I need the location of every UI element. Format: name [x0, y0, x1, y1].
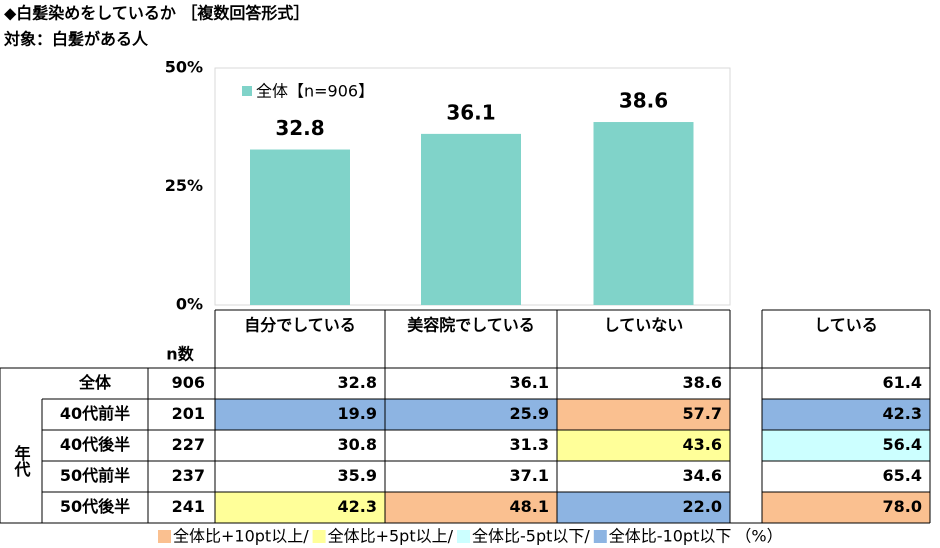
cell-value: 35.9	[338, 466, 377, 485]
cell-value: 31.3	[510, 435, 549, 454]
cell-highlight	[762, 399, 930, 430]
cell-value: 42.3	[883, 404, 922, 423]
cell-highlight	[762, 430, 930, 461]
cell-value: 43.6	[683, 435, 722, 454]
unit-label: （%）	[735, 527, 782, 546]
row-label: 全体	[78, 373, 112, 392]
n-value: 237	[172, 466, 205, 485]
data-label: 36.1	[446, 100, 495, 124]
cell-highlight	[557, 492, 730, 523]
cell-value: 65.4	[883, 466, 922, 485]
cell-value: 25.9	[510, 404, 549, 423]
cell-value: 78.0	[883, 497, 922, 516]
cell-value: 37.1	[510, 466, 549, 485]
cell-highlight	[385, 492, 557, 523]
bar	[593, 122, 694, 305]
n-value: 227	[172, 435, 205, 454]
legend-label: 全体比-10pt以下	[609, 527, 732, 546]
cell-value: 22.0	[683, 497, 722, 516]
cell-highlight	[557, 430, 730, 461]
cell-value: 61.4	[883, 373, 922, 392]
data-label: 38.6	[619, 89, 668, 113]
column-header: している	[814, 316, 878, 335]
cell-value: 32.8	[338, 373, 377, 392]
cell-value: 42.3	[338, 497, 377, 516]
legend-swatch	[593, 530, 607, 543]
legend-swatch	[457, 530, 471, 543]
column-header: していない	[604, 316, 684, 335]
legend-label: 全体比+5pt以上/	[328, 527, 454, 546]
legend-label: 全体【n=906】	[256, 82, 374, 101]
row-label: 50代前半	[60, 466, 130, 485]
column-header: 自分でしている	[244, 316, 356, 335]
cell-highlight	[557, 399, 730, 430]
subtitle: 対象：白髪がある人	[3, 30, 149, 49]
bar	[421, 133, 521, 305]
cell-value: 56.4	[883, 435, 922, 454]
cell-value: 48.1	[510, 497, 549, 516]
legend-swatch	[312, 530, 326, 543]
legend-swatch	[158, 530, 171, 543]
data-label: 32.8	[275, 116, 324, 140]
title: ◆白髪染めをしているか ［複数回答形式］	[4, 4, 309, 23]
legend-label: 全体比-5pt以下/	[472, 527, 590, 546]
cell-value: 36.1	[510, 373, 549, 392]
y-tick-label: 25%	[165, 176, 203, 195]
row-label: 40代後半	[60, 435, 130, 454]
cell-highlight	[215, 399, 385, 430]
bar	[250, 149, 350, 305]
cell-value: 34.6	[683, 466, 722, 485]
legend-swatch	[242, 86, 252, 96]
column-header: 美容院でしている	[407, 316, 535, 335]
y-tick-label: 0%	[176, 295, 203, 314]
n-value: 201	[172, 404, 205, 423]
cell-highlight	[215, 492, 385, 523]
y-tick-label: 50%	[165, 58, 203, 77]
n-value: 906	[172, 373, 205, 392]
n-header: n数	[166, 345, 194, 364]
cell-highlight	[762, 492, 930, 523]
cell-value: 38.6	[683, 373, 722, 392]
cell-value: 30.8	[338, 435, 377, 454]
cell-value: 57.7	[683, 404, 722, 423]
row-label: 40代前半	[60, 404, 130, 423]
cell-highlight	[385, 399, 557, 430]
group-label: 年代	[12, 444, 32, 478]
n-value: 241	[172, 497, 205, 516]
cell-value: 19.9	[338, 404, 377, 423]
legend-label: 全体比+10pt以上/	[173, 527, 309, 546]
row-label: 50代後半	[60, 497, 130, 516]
